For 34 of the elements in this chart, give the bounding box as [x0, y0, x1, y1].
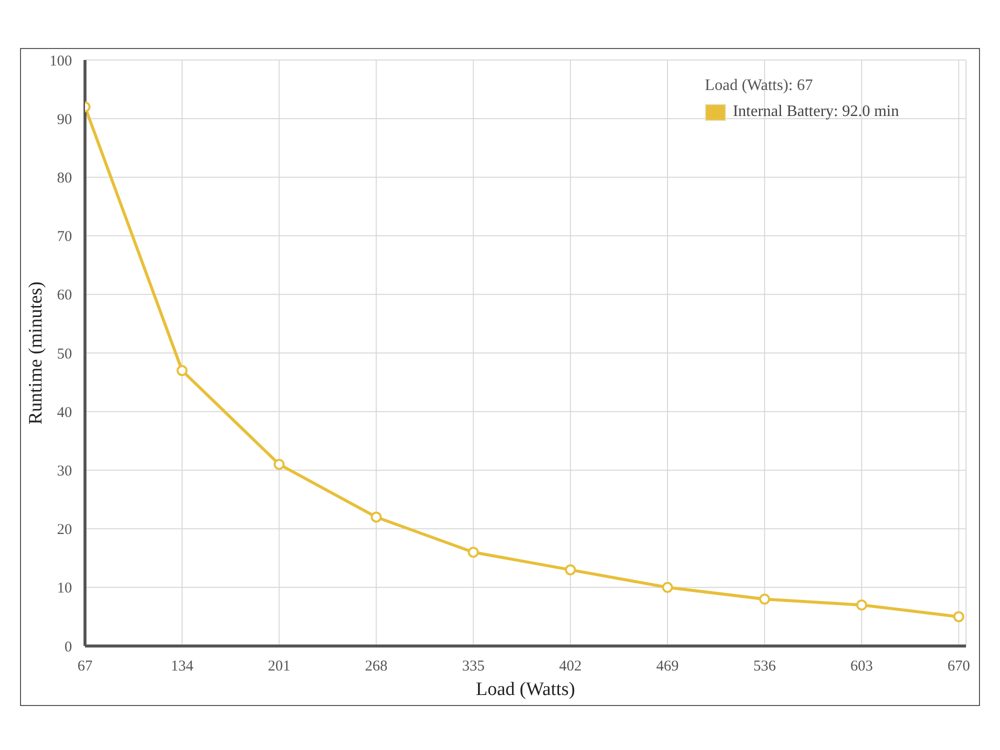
- y-tick-label: 20: [57, 522, 72, 538]
- y-tick-label: 40: [57, 404, 72, 421]
- y-tick-label: 90: [57, 112, 72, 128]
- y-tick-label: 10: [57, 580, 72, 597]
- y-axis-title: Runtime (minutes): [26, 281, 46, 425]
- point: [759, 594, 770, 605]
- x-tick-label: 335: [462, 658, 485, 675]
- x-tick-label: 201: [268, 658, 290, 675]
- x-tick-label: 402: [559, 658, 582, 675]
- point: [856, 599, 868, 610]
- legend-label: Internal Battery: 92.0 min: [732, 102, 899, 122]
- x-tick-label: 603: [850, 658, 873, 675]
- x-tick-label: 536: [753, 658, 776, 675]
- x-axis-title: Load (Watts): [476, 679, 576, 700]
- point: [274, 458, 285, 470]
- y-tick-label: 50: [57, 346, 72, 362]
- y-tick-label: 100: [50, 53, 72, 70]
- x-tick-label: 268: [365, 658, 388, 675]
- y-tick-label: 60: [57, 288, 72, 304]
- point: [564, 564, 576, 576]
- y-tick-label: 0: [64, 639, 72, 656]
- x-tick-label: 670: [948, 658, 970, 675]
- legend-title: Load (Watts): 67: [704, 76, 814, 96]
- y-tick-label: 80: [57, 170, 72, 187]
- point: [370, 512, 382, 523]
- y-tick-label: 70: [57, 229, 72, 246]
- point: [176, 365, 188, 376]
- point: [662, 582, 674, 593]
- x-tick-label: 469: [656, 658, 679, 675]
- x-tick-label: 67: [78, 658, 93, 675]
- y-tick-label: 30: [57, 464, 72, 480]
- point: [468, 546, 479, 558]
- point: [953, 611, 964, 622]
- x-tick-label: 134: [170, 658, 194, 675]
